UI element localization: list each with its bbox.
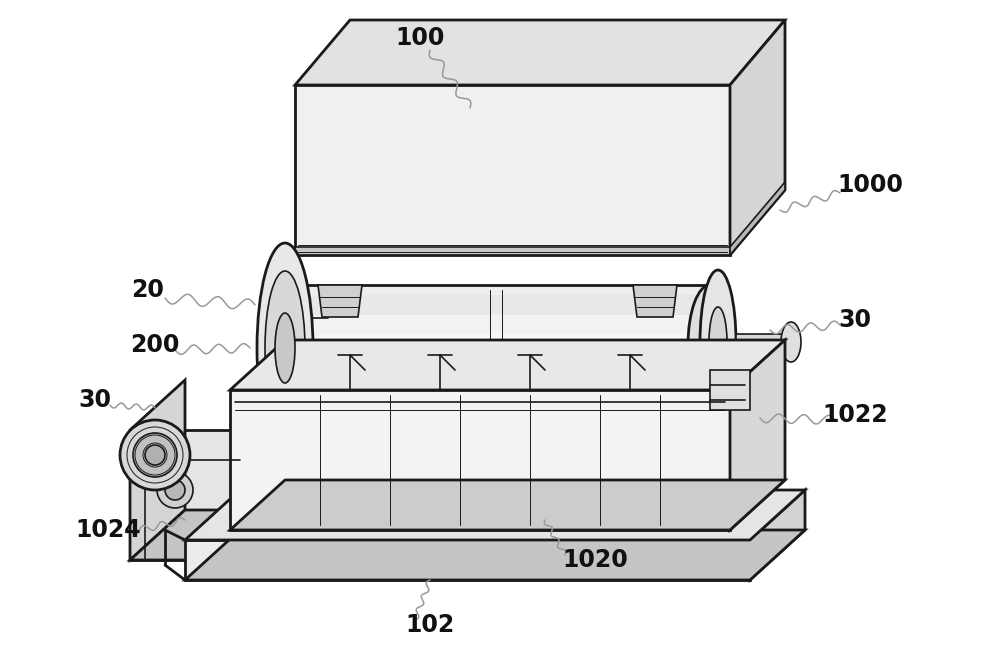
Text: 30: 30 <box>78 388 112 412</box>
Polygon shape <box>730 182 785 255</box>
Polygon shape <box>290 335 710 355</box>
Text: 1020: 1020 <box>562 548 628 572</box>
Text: 1024: 1024 <box>75 518 141 542</box>
Polygon shape <box>290 355 710 375</box>
Text: 1022: 1022 <box>822 403 888 427</box>
Polygon shape <box>130 510 295 560</box>
Ellipse shape <box>120 420 190 490</box>
Polygon shape <box>295 247 730 255</box>
Ellipse shape <box>145 445 165 465</box>
Polygon shape <box>290 315 710 335</box>
Ellipse shape <box>700 270 736 414</box>
Text: 102: 102 <box>405 613 455 637</box>
Ellipse shape <box>133 433 177 477</box>
Ellipse shape <box>688 285 732 405</box>
Polygon shape <box>750 490 805 580</box>
Text: 1000: 1000 <box>837 173 903 197</box>
Polygon shape <box>185 490 805 540</box>
Ellipse shape <box>157 472 193 508</box>
Polygon shape <box>230 340 785 390</box>
Polygon shape <box>295 20 785 85</box>
Polygon shape <box>130 380 185 560</box>
Polygon shape <box>730 20 785 255</box>
Polygon shape <box>290 285 710 405</box>
Ellipse shape <box>268 285 312 405</box>
Polygon shape <box>290 375 710 395</box>
Ellipse shape <box>781 322 801 362</box>
Polygon shape <box>230 390 730 530</box>
Polygon shape <box>290 295 710 315</box>
Polygon shape <box>185 540 750 580</box>
Polygon shape <box>230 480 785 530</box>
Polygon shape <box>730 340 785 530</box>
Ellipse shape <box>165 480 185 500</box>
Ellipse shape <box>265 271 305 425</box>
Text: 30: 30 <box>838 308 872 332</box>
Polygon shape <box>295 85 730 255</box>
Polygon shape <box>318 285 362 317</box>
Polygon shape <box>185 530 805 580</box>
Text: 200: 200 <box>130 333 180 357</box>
Text: 100: 100 <box>395 26 445 50</box>
Ellipse shape <box>275 313 295 383</box>
Polygon shape <box>130 430 240 560</box>
Ellipse shape <box>709 307 727 377</box>
Ellipse shape <box>257 243 313 453</box>
Text: 20: 20 <box>132 278 164 302</box>
Polygon shape <box>736 334 791 350</box>
Polygon shape <box>710 370 750 410</box>
Polygon shape <box>633 285 677 317</box>
